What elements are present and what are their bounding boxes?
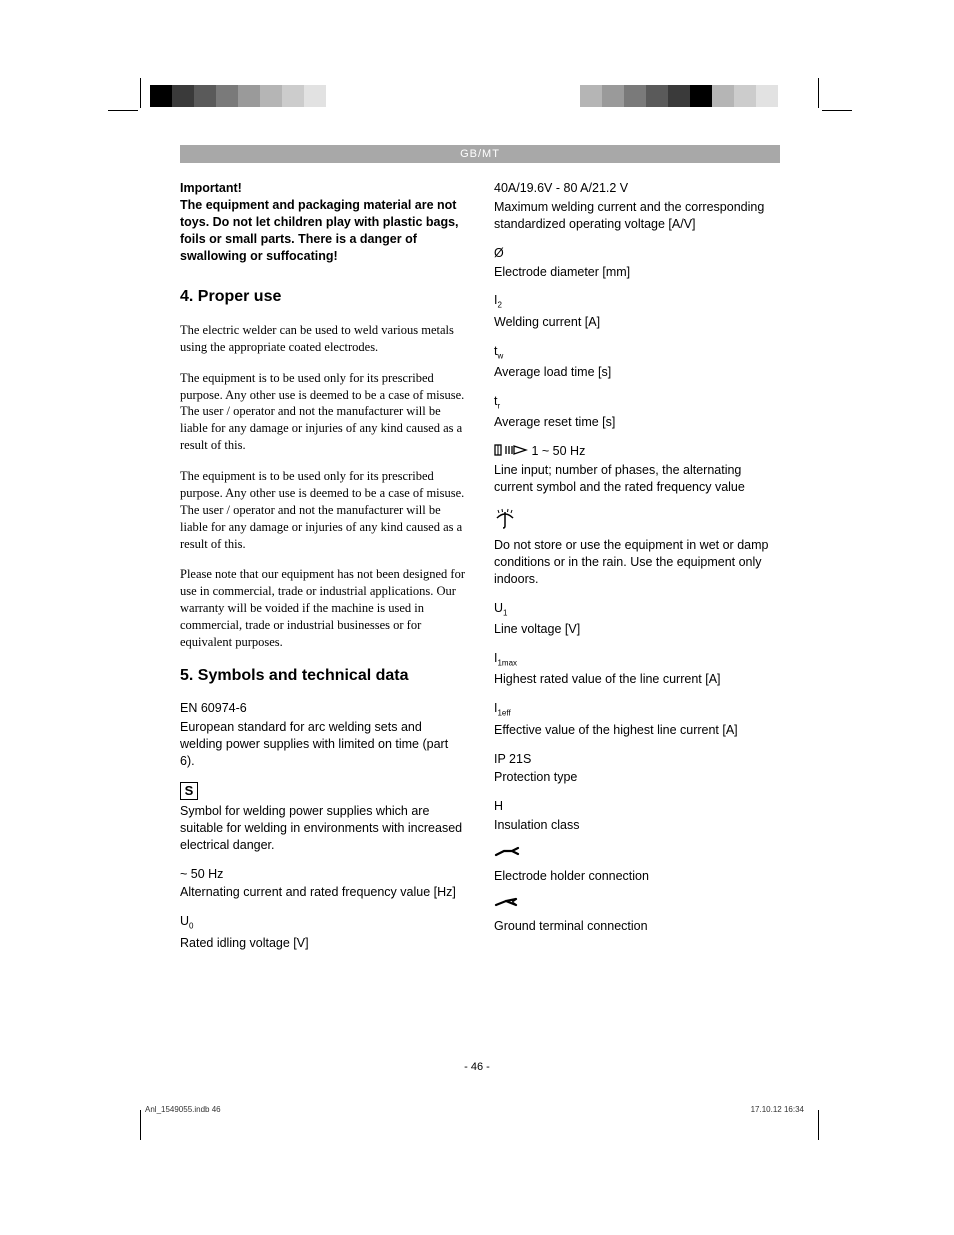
section4-p2: The equipment is to be used only for its… bbox=[180, 370, 466, 454]
page-content: Important! The equipment and packaging m… bbox=[180, 180, 780, 1050]
umbrella-icon bbox=[494, 508, 516, 530]
en-desc: European standard for arc welding sets a… bbox=[180, 719, 466, 770]
i1eff-desc: Effective value of the highest line curr… bbox=[494, 722, 780, 739]
crop-mark bbox=[818, 1110, 819, 1140]
header-band: GB/MT bbox=[180, 145, 780, 163]
phase-icon bbox=[494, 443, 528, 457]
section4-p3: The equipment is to be used only for its… bbox=[180, 468, 466, 552]
section4-p1: The electric welder can be used to weld … bbox=[180, 322, 466, 356]
ip-desc: Protection type bbox=[494, 769, 780, 786]
hz-desc: Alternating current and rated frequency … bbox=[180, 884, 466, 901]
en-label: EN 60974-6 bbox=[180, 700, 466, 717]
ip-label: IP 21S bbox=[494, 751, 780, 768]
i1max-label: I1max bbox=[494, 650, 780, 669]
holder-desc: Electrode holder connection bbox=[494, 868, 780, 885]
warning-block: Important! The equipment and packaging m… bbox=[180, 180, 466, 264]
i2-label: I2 bbox=[494, 292, 780, 311]
footer-right: 17.10.12 16:34 bbox=[751, 1105, 804, 1116]
footer-left: Anl_1549055.indb 46 bbox=[145, 1105, 221, 1116]
section5-heading: 5. Symbols and technical data bbox=[180, 665, 466, 687]
section4-p4: Please note that our equipment has not b… bbox=[180, 566, 466, 650]
i1max-desc: Highest rated value of the line current … bbox=[494, 671, 780, 688]
hz-label: ~ 50 Hz bbox=[180, 866, 466, 883]
u1-desc: Line voltage [V] bbox=[494, 621, 780, 638]
crop-mark bbox=[108, 110, 138, 111]
range-desc: Maximum welding current and the correspo… bbox=[494, 199, 780, 233]
tr-desc: Average reset time [s] bbox=[494, 414, 780, 431]
tw-label: tw bbox=[494, 343, 780, 362]
s-symbol-icon: S bbox=[180, 782, 198, 800]
dia-desc: Electrode diameter [mm] bbox=[494, 264, 780, 281]
electrode-holder-icon bbox=[494, 846, 522, 860]
color-bars-left bbox=[150, 85, 370, 107]
u0-label: U0 bbox=[180, 913, 466, 932]
section4-heading: 4. Proper use bbox=[180, 286, 466, 308]
tw-desc: Average load time [s] bbox=[494, 364, 780, 381]
ground-clamp-icon bbox=[494, 896, 522, 910]
page-number: - 46 - bbox=[0, 1060, 954, 1075]
crop-mark bbox=[818, 78, 819, 108]
u0-desc: Rated idling voltage [V] bbox=[180, 935, 466, 952]
ground-desc: Ground terminal connection bbox=[494, 918, 780, 935]
u1-label: U1 bbox=[494, 600, 780, 619]
warning-title: Important! bbox=[180, 180, 466, 197]
range-label: 40A/19.6V - 80 A/21.2 V bbox=[494, 180, 780, 197]
color-bars-right bbox=[558, 85, 778, 107]
rain-desc: Do not store or use the equipment in wet… bbox=[494, 537, 780, 588]
i1eff-label: I1eff bbox=[494, 700, 780, 719]
crop-mark bbox=[140, 78, 141, 108]
i2-desc: Welding current [A] bbox=[494, 314, 780, 331]
warning-body: The equipment and packaging material are… bbox=[180, 197, 466, 265]
h-desc: Insulation class bbox=[494, 817, 780, 834]
phase-desc: Line input; number of phases, the altern… bbox=[494, 462, 780, 496]
dia-label: Ø bbox=[494, 245, 780, 262]
s-desc: Symbol for welding power supplies which … bbox=[180, 803, 466, 854]
tr-label: tr bbox=[494, 393, 780, 412]
h-label: H bbox=[494, 798, 780, 815]
crop-mark bbox=[822, 110, 852, 111]
crop-mark bbox=[140, 1110, 141, 1140]
phase-row: 1 ~ 50 Hz bbox=[494, 443, 780, 460]
